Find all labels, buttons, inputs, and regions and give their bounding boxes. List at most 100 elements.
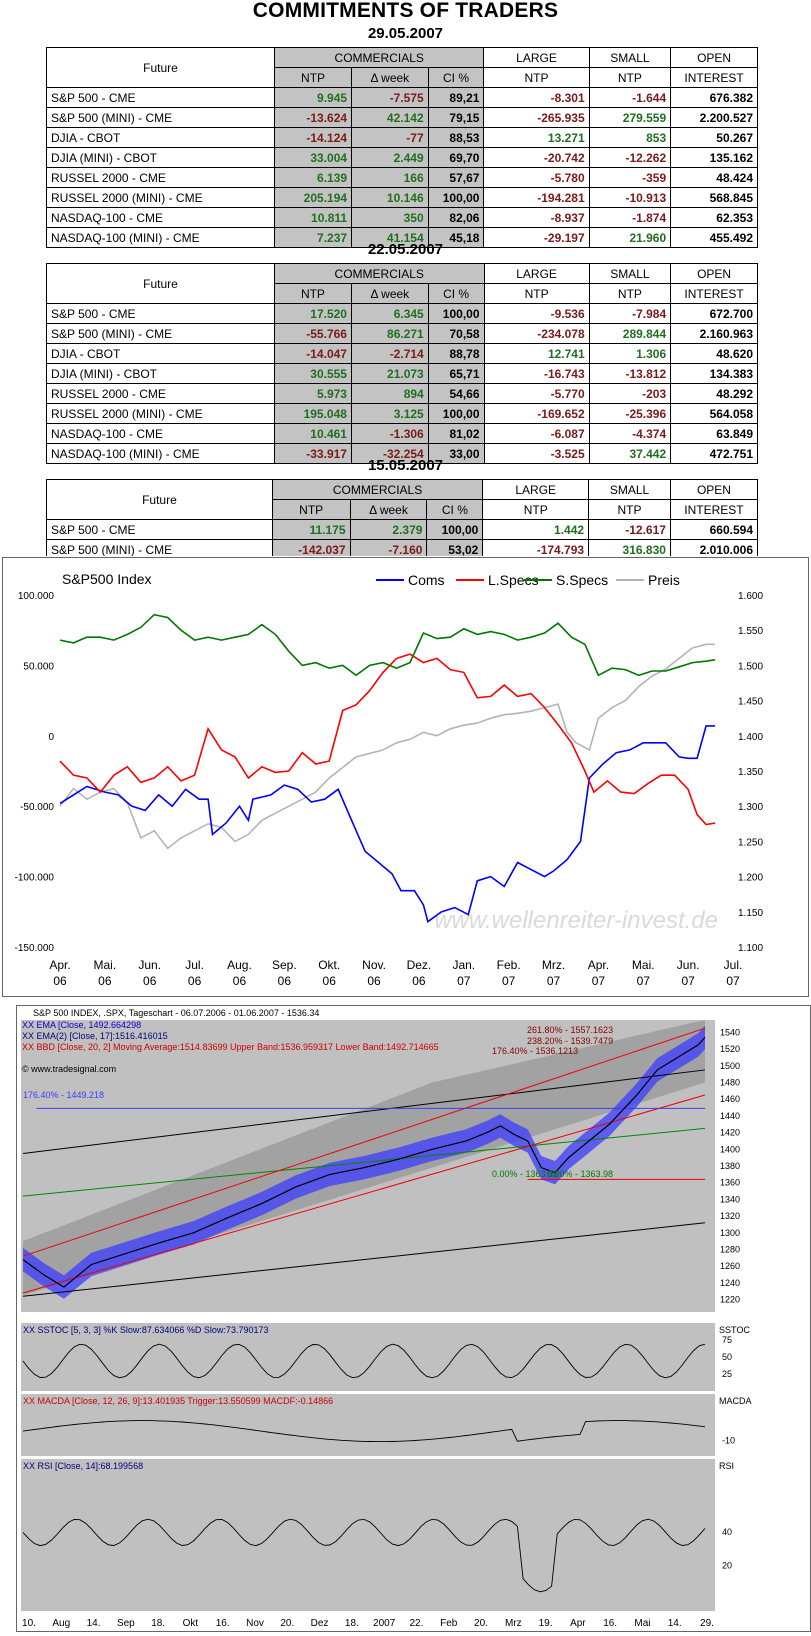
x-tick: 20. <box>280 1618 294 1629</box>
cell-open-interest: 564.058 <box>670 403 758 424</box>
x-tick-year: 06 <box>278 974 292 988</box>
cell-future: NASDAQ-100 (MINI) - CME <box>46 227 275 248</box>
header-future: Future <box>46 47 275 88</box>
cell-ci: 65,71 <box>427 363 485 384</box>
series-line-sspecs <box>59 613 716 677</box>
cell-ntp: -14.047 <box>273 343 352 364</box>
x-tick: 2007 <box>373 1618 396 1629</box>
rsi-title: RSI <box>719 1461 734 1471</box>
x-tick-year: 07 <box>592 974 606 988</box>
x-tick-month: Sep. <box>272 958 297 972</box>
cell-ntp: -142.037 <box>271 539 351 556</box>
x-tick: Apr <box>570 1618 586 1629</box>
cell-future: NASDAQ-100 - CME <box>46 423 275 444</box>
x-tick: Nov <box>246 1618 264 1629</box>
y-right-tick: 1.200 <box>738 873 763 884</box>
cell-ci: 82,06 <box>427 207 485 228</box>
y-right-tick: 1.400 <box>738 732 763 743</box>
cell-ci: 100,00 <box>427 403 485 424</box>
table-row: DJIA (MINI) - CBOT 30.555 21.073 65,71 -… <box>46 363 758 384</box>
cell-ntp: 10.461 <box>273 423 352 444</box>
cell-small: -1.644 <box>588 87 672 108</box>
overlay-line: XX EMA [Close, 1492.664298 <box>22 1020 141 1030</box>
x-tick-month: Okt. <box>318 958 340 972</box>
cell-large: 1.442 <box>482 519 590 540</box>
x-tick-month: Jul. <box>724 958 743 972</box>
y-tick: 1420 <box>720 1128 740 1138</box>
cell-ci: 100,00 <box>427 187 485 208</box>
table-row: S&P 500 (MINI) - CME -142.037 -7.160 53,… <box>46 539 759 556</box>
cell-future: DJIA - CBOT <box>46 127 275 148</box>
y-tick: 1520 <box>720 1044 740 1054</box>
x-tick-month: Feb. <box>497 958 521 972</box>
table-row: S&P 500 - CME 9.945 -7.575 89,21 -8.301 … <box>46 87 758 108</box>
cell-open-interest: 455.492 <box>670 227 758 248</box>
y-right-tick: 1.450 <box>738 697 763 708</box>
table-date: 15.05.2007 <box>367 457 444 474</box>
cell-large: -194.281 <box>483 187 590 208</box>
x-tick-year: 07 <box>681 974 695 988</box>
x-tick-month: Jun. <box>677 958 700 972</box>
x-tick: Mrz <box>505 1618 522 1629</box>
header-small-ntp: NTP <box>588 499 671 520</box>
cell-open-interest: 2.160.963 <box>670 323 758 344</box>
cell-large: 12.741 <box>483 343 590 364</box>
cell-small: -7.984 <box>588 303 672 324</box>
cot-line-chart: S&P500 Index Coms L.Specs S.Specs Preis 100.0… <box>15 571 764 988</box>
series-line-lspecs <box>59 653 716 826</box>
cell-future: DJIA (MINI) - CBOT <box>46 363 275 384</box>
y-tick: 1440 <box>720 1111 740 1121</box>
cell-ci: 79,15 <box>427 107 485 128</box>
price-line <box>22 1036 706 1288</box>
x-tick-month: Nov. <box>362 958 386 972</box>
cell-future: S&P 500 - CME <box>46 87 275 108</box>
table-row: DJIA - CBOT -14.124 -77 88,53 13.271 853… <box>46 127 758 148</box>
cell-week: 86.271 <box>350 323 429 344</box>
stoch-title: SSTOC <box>719 1325 750 1335</box>
x-tick-year: 06 <box>188 974 202 988</box>
stoch-label: XX SSTOC [5, 3, 3] %K Slow:87.634066 %D … <box>23 1325 268 1335</box>
header-open-interest: INTEREST <box>669 499 759 520</box>
cell-ci: 88,53 <box>427 127 485 148</box>
indicator-line: XX BBD [Close, 20, 2] Moving Average:151… <box>22 1042 439 1052</box>
macd-panel <box>21 1394 715 1456</box>
x-tick: 18. <box>345 1618 359 1629</box>
x-tick-month: Jan. <box>452 958 475 972</box>
macd-tick: -10 <box>722 1436 735 1446</box>
page-title: COMMITMENTS OF TRADERS <box>252 0 559 22</box>
header-open-interest: INTEREST <box>670 283 758 304</box>
cell-open-interest: 2.010.006 <box>669 539 759 556</box>
stoch-line <box>22 1343 706 1379</box>
chart-title: S&P500 Index <box>62 571 152 587</box>
cell-small: -4.374 <box>588 423 672 444</box>
cell-ci: 69,70 <box>427 147 485 168</box>
y-tick: 1240 <box>720 1278 740 1288</box>
cell-small: 37.442 <box>588 443 672 464</box>
cell-small: -25.396 <box>588 403 672 424</box>
rsi-tick: 40 <box>722 1527 732 1537</box>
x-tick-year: 06 <box>412 974 426 988</box>
x-tick: Okt <box>183 1618 199 1629</box>
cell-week: 350 <box>351 207 429 228</box>
x-tick-month: Jun. <box>138 958 161 972</box>
cell-small: 279.559 <box>588 107 672 128</box>
spx-candle-chart: S&P 500 INDEX, .SPX, Tageschart - 06.07.… <box>21 1008 752 1631</box>
header-large: LARGE <box>482 479 590 500</box>
cell-ci: 70,58 <box>427 323 485 344</box>
cell-open-interest: 568.845 <box>670 187 758 208</box>
cell-future: RUSSEL 2000 (MINI) - CME <box>46 403 275 424</box>
stoch-tick: 25 <box>722 1369 732 1379</box>
header-ci: CI % <box>426 499 484 520</box>
table-row: RUSSEL 2000 (MINI) - CME 205.194 10.146 … <box>46 187 758 208</box>
x-tick-month: Apr. <box>588 958 609 972</box>
y-tick: 1260 <box>720 1261 740 1271</box>
table-row: S&P 500 (MINI) - CME -55.766 86.271 70,5… <box>46 323 758 344</box>
cell-large: -8.301 <box>483 87 590 108</box>
table-row: DJIA - CBOT -14.047 -2.714 88,78 12.741 … <box>46 343 758 364</box>
cell-large: -174.793 <box>482 539 590 556</box>
cell-future: S&P 500 (MINI) - CME <box>46 107 275 128</box>
cell-ntp: 33.004 <box>273 147 353 168</box>
cell-future: S&P 500 (MINI) - CME <box>46 539 273 556</box>
x-tick: 16. <box>603 1618 617 1629</box>
cell-small: -10.913 <box>588 187 672 208</box>
